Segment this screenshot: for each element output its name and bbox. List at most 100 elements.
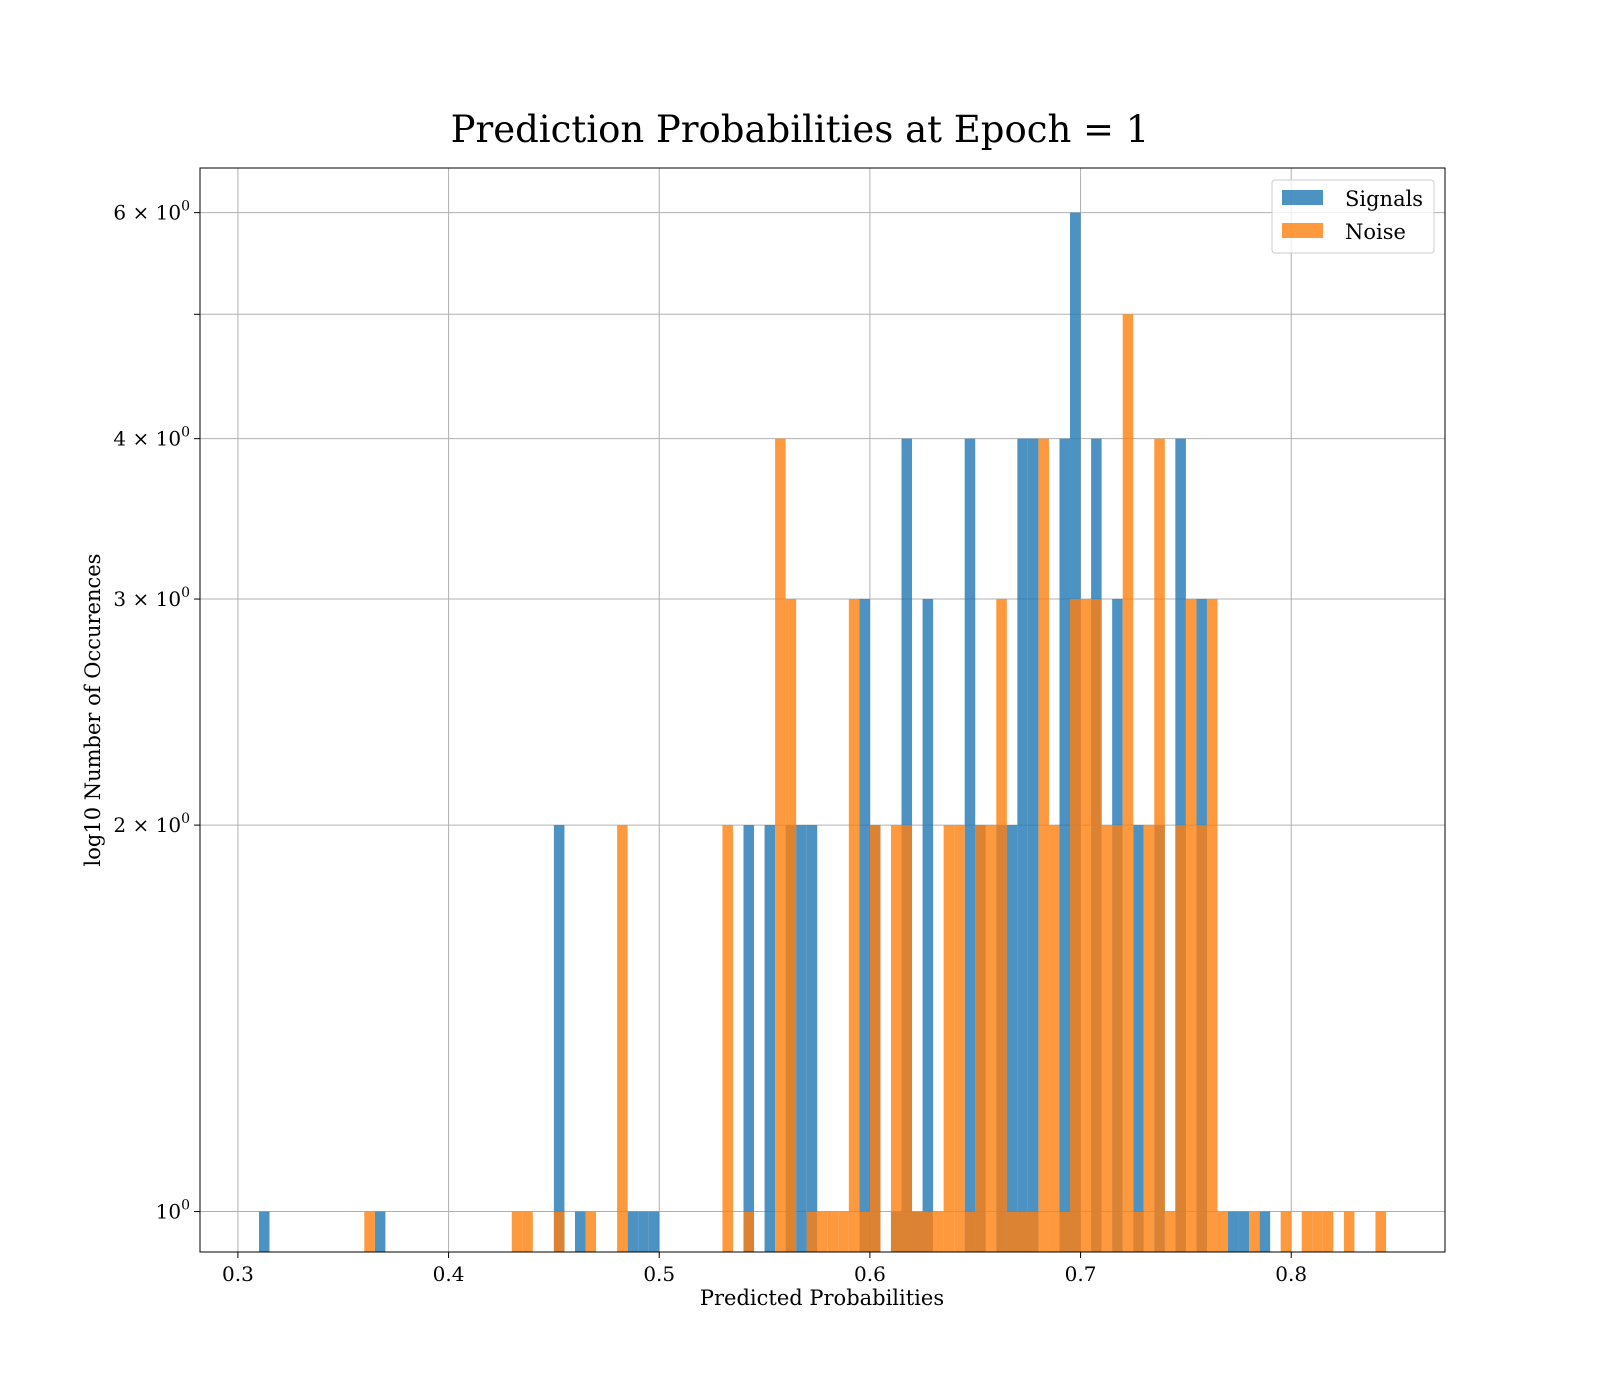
signals-bar [1059, 438, 1071, 1252]
series-noise [364, 314, 1387, 1252]
signals-bar [1027, 438, 1039, 1252]
signals-bar [796, 825, 807, 1252]
noise-bar [1280, 1211, 1292, 1252]
signals-bar [627, 1211, 639, 1252]
signals-bar [374, 1211, 386, 1252]
noise-bar [722, 825, 733, 1252]
y-tick-exponent: 0 [181, 199, 190, 215]
y-tick-exponent: 0 [181, 425, 190, 441]
noise-bar [1164, 1211, 1176, 1252]
x-tick-label: 0.4 [433, 1262, 465, 1286]
noise-bar [806, 1211, 818, 1252]
noise-bar [785, 599, 797, 1252]
noise-bar [522, 1211, 533, 1252]
signals-bar [1238, 1211, 1250, 1252]
noise-bar [827, 1211, 839, 1252]
x-tick-label: 0.5 [643, 1262, 675, 1286]
noise-bar [1059, 1211, 1071, 1252]
noise-bar [1196, 825, 1207, 1252]
noise-bar [1006, 1211, 1018, 1252]
noise-bar [1343, 1211, 1355, 1252]
y-tick-exponent: 0 [181, 1198, 190, 1214]
x-axis-label: Predicted Probabilities [700, 1286, 944, 1310]
y-tick-label: 3 × 100 [113, 585, 190, 611]
noise-bar [1112, 825, 1123, 1252]
y-tick-base: 10 [156, 1200, 181, 1224]
noise-bar [1375, 1211, 1387, 1252]
noise-bar [1322, 1211, 1334, 1252]
noise-bar [743, 1211, 755, 1252]
signals-bar [859, 599, 870, 1252]
noise-bar [511, 1211, 523, 1252]
noise-bar [975, 825, 986, 1252]
signals-bar [806, 825, 818, 1252]
signals-bar [1228, 1211, 1239, 1252]
x-tick-label: 0.8 [1275, 1262, 1307, 1286]
y-tick-label: 2 × 100 [113, 811, 190, 837]
signals-bar [553, 825, 565, 1252]
legend-swatch-signals [1282, 190, 1323, 205]
legend-label-signals: Signals [1345, 187, 1423, 211]
noise-bar [1249, 1211, 1260, 1252]
noise-bar [1101, 825, 1113, 1252]
noise-bar [364, 1211, 375, 1252]
x-axis-ticks: 0.3 0.4 0.5 0.6 0.7 0.8 [222, 1252, 1307, 1286]
noise-bar [901, 825, 913, 1252]
signals-bar [743, 825, 755, 1252]
y-tick-label: 6 × 100 [113, 199, 190, 225]
noise-bar [1080, 599, 1092, 1252]
noise-bar [943, 825, 955, 1252]
signals-bar [574, 1211, 586, 1252]
plot-area-frame [199, 167, 1446, 1253]
noise-bar [954, 825, 965, 1252]
signals-bar [964, 438, 976, 1252]
x-tick-label: 0.7 [1065, 1262, 1097, 1286]
noise-bar [553, 1211, 565, 1252]
noise-bar [1185, 599, 1197, 1252]
noise-bar [996, 599, 1007, 1252]
noise-bar [1048, 825, 1060, 1252]
noise-bar [1143, 825, 1155, 1252]
noise-bar [985, 825, 997, 1252]
noise-bar [1038, 438, 1049, 1252]
legend-swatch-noise [1282, 223, 1323, 238]
y-tick-label: 100 [156, 1198, 190, 1224]
histogram-bars [258, 212, 1387, 1252]
noise-bar [838, 1211, 849, 1252]
noise-bar [817, 1211, 828, 1252]
signals-bar [638, 1211, 649, 1252]
signals-bar [922, 599, 934, 1252]
noise-bar [585, 1211, 597, 1252]
signals-bar [1017, 438, 1028, 1252]
y-tick-base: 6 × 10 [113, 201, 181, 225]
signals-bar [1133, 825, 1144, 1252]
signals-bar [258, 1211, 270, 1252]
y-tick-base: 2 × 10 [113, 813, 181, 837]
x-tick-label: 0.3 [222, 1262, 254, 1286]
chart-title: Prediction Probabilities at Epoch = 1 [451, 108, 1150, 151]
noise-bar [617, 825, 628, 1252]
noise-bar [1017, 1211, 1028, 1252]
noise-bar [933, 1211, 944, 1252]
noise-bar [922, 1211, 934, 1252]
noise-bar [1133, 1211, 1144, 1252]
x-tick-label: 0.6 [854, 1262, 886, 1286]
noise-bar [775, 438, 786, 1252]
noise-bar [1070, 599, 1081, 1252]
noise-bar [964, 1211, 976, 1252]
signals-bar [764, 825, 776, 1252]
legend-label-noise: Noise [1345, 220, 1406, 244]
y-tick-exponent: 0 [181, 811, 190, 827]
noise-bar [848, 599, 860, 1252]
y-axis-label: log10 Number of Occurences [81, 554, 105, 867]
noise-bar [890, 825, 902, 1252]
noise-bar [1154, 438, 1165, 1252]
legend: Signals Noise [1271, 179, 1435, 254]
y-tick-label: 4 × 100 [113, 425, 190, 451]
signals-bar [1006, 825, 1018, 1252]
noise-bar [859, 1211, 870, 1252]
noise-bar [1122, 314, 1134, 1252]
noise-bar [1175, 825, 1186, 1252]
